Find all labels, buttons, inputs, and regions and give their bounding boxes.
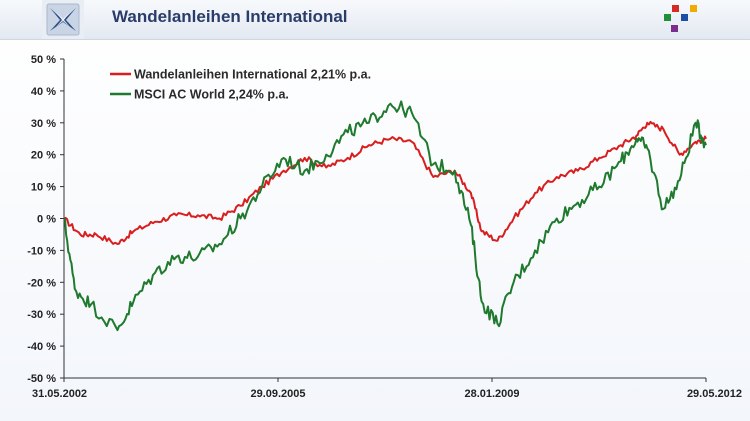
y-tick-label: 0 % (37, 214, 56, 226)
series-line-2 (63, 100, 707, 332)
legend-label-2: MSCI AC World 2,24% p.a. (134, 88, 289, 102)
y-tick-label: -40 % (27, 341, 56, 353)
y-axis: -50 % -40 % -30 % -20 % -10 % 0 % 10 % 20 % 30 %… (27, 54, 65, 385)
y-tick-label: -10 % (27, 245, 56, 257)
series-layer (63, 100, 707, 332)
x-tick-label: 29.09.2005 (250, 388, 305, 400)
y-tick-label: -20 % (27, 277, 56, 289)
series-line-1 (63, 120, 707, 245)
y-tick-label: -50 % (27, 373, 56, 385)
x-tick-label: 28.01.2009 (464, 388, 519, 400)
y-tick-label: 40 % (31, 86, 56, 98)
x-tick-label: 29.05.2012 (687, 388, 742, 400)
y-tick-label: -30 % (27, 309, 56, 321)
line-chart: -50 % -40 % -30 % -20 % -10 % 0 % 10 % 20 % 30 %… (27, 54, 742, 400)
y-tick-label: 10 % (31, 182, 56, 194)
y-tick-label: 30 % (31, 118, 56, 130)
y-tick-label: 20 % (31, 150, 56, 162)
stylized-globe-logo-icon (42, 0, 84, 39)
legend: Wandelanleihen International 2,21% p.a. M… (110, 68, 371, 102)
page-title: Wandelanleihen International (112, 7, 348, 26)
y-tick-label: 50 % (31, 54, 56, 66)
header-bar: Wandelanleihen International (0, 0, 750, 40)
colored-squares-brand-icon (664, 5, 697, 32)
x-tick-label: 31.05.2002 (32, 388, 87, 400)
x-axis: 31.05.2002 29.09.2005 28.01.2009 29.05.2012 (32, 377, 742, 400)
legend-label-1: Wandelanleihen International 2,21% p.a. (134, 68, 371, 82)
